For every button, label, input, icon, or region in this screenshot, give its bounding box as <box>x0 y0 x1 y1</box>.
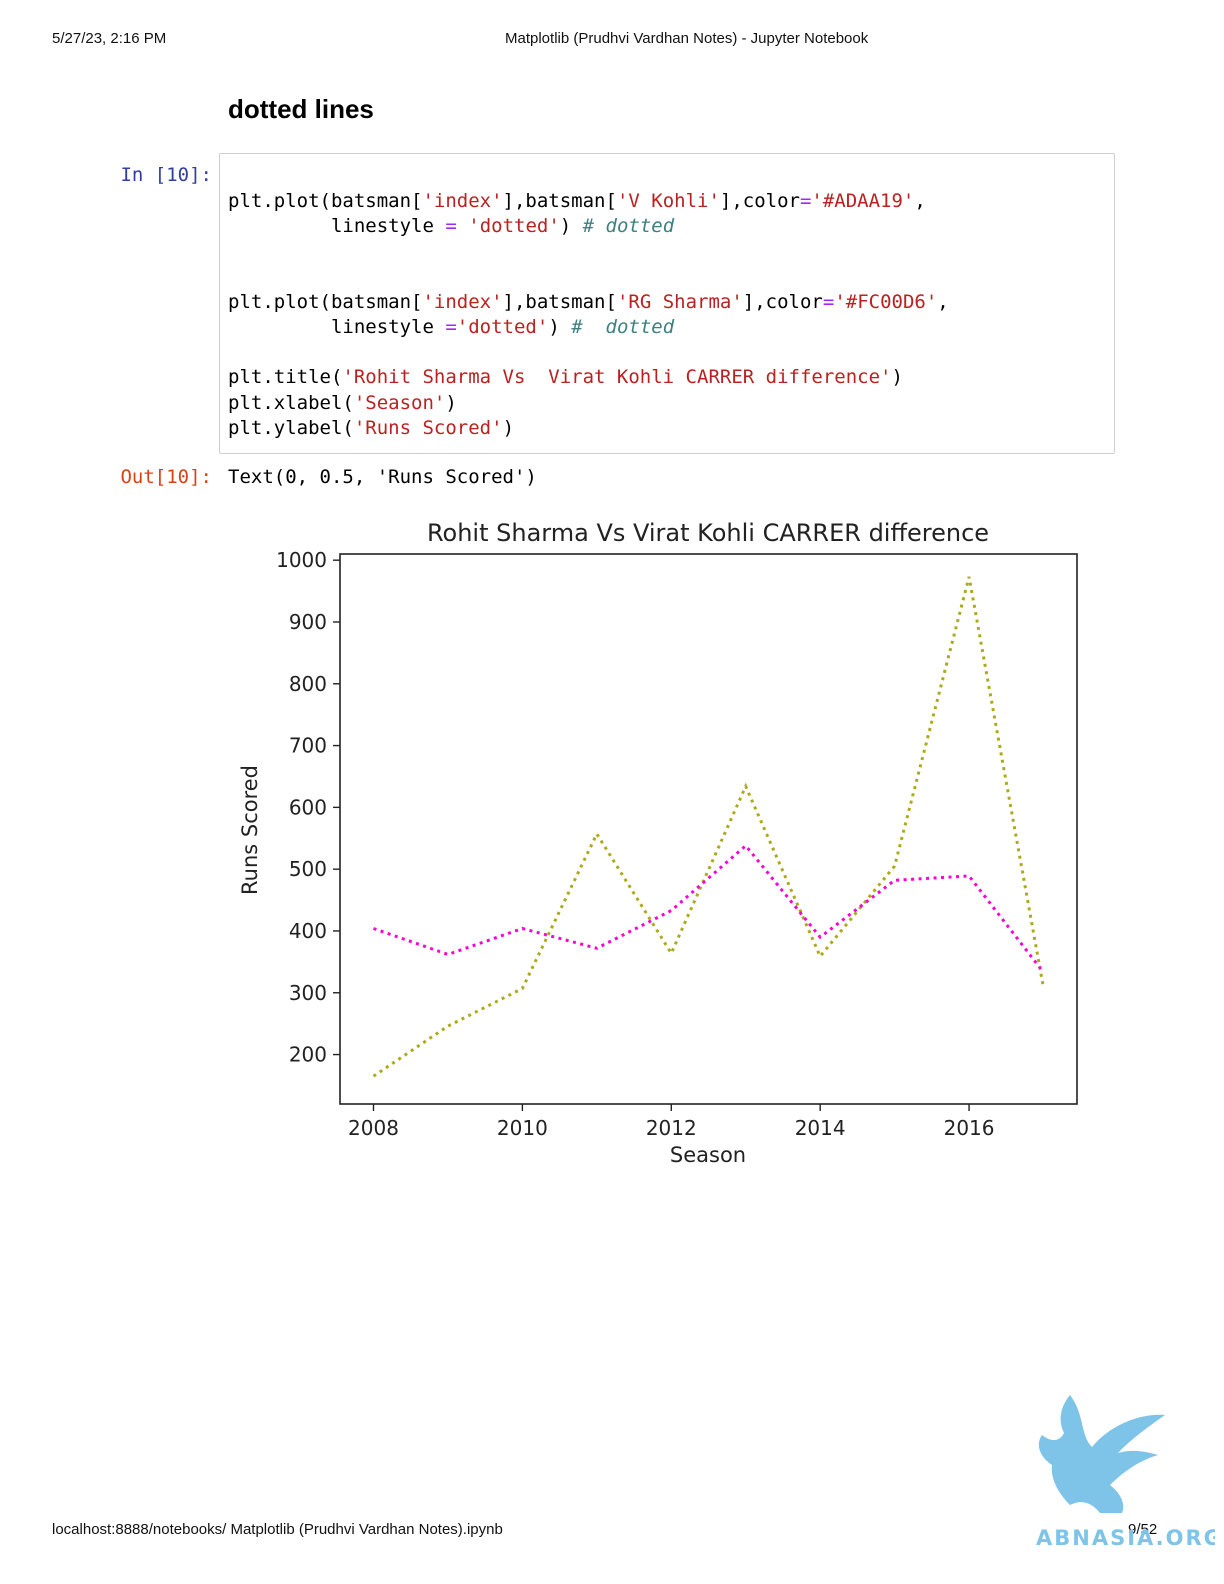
code-token: ) <box>891 366 903 389</box>
code-token: 'dotted' <box>456 315 549 338</box>
print-date: 5/27/23, 2:16 PM <box>52 30 167 47</box>
code-token: = <box>445 315 457 338</box>
x-tick-label: 2010 <box>497 1116 548 1140</box>
code-token: # dotted <box>571 315 675 338</box>
y-tick-label: 800 <box>289 672 327 696</box>
output-prompt: Out[10]: <box>120 466 212 488</box>
code-token: 'Rohit Sharma Vs Virat Kohli CARRER diff… <box>342 366 892 389</box>
y-tick-label: 500 <box>289 857 327 881</box>
code-token: plt.plot(batsman[ <box>228 290 423 313</box>
code-line <box>228 265 1114 290</box>
code-token: ) <box>559 215 583 238</box>
code-token: ) <box>502 416 515 439</box>
code-line: plt.xlabel('Season') <box>228 391 1114 416</box>
code-token: plt.title( <box>228 366 343 389</box>
y-axis-ticks: 200 300 400 500 600 700 800 900 1000 <box>276 548 340 1067</box>
y-tick-label: 700 <box>289 734 327 758</box>
code-token: ],color <box>742 290 823 313</box>
code-token: # dotted <box>582 215 675 238</box>
code-token: '#ADAA19' <box>811 190 915 212</box>
code-token: 'index' <box>422 290 503 313</box>
watermark-text: ABNASIA.ORG <box>1036 1526 1215 1550</box>
series-layer <box>372 576 1045 1078</box>
input-prompt: In [10]: <box>120 164 212 186</box>
code-token: 'Season' <box>353 391 446 414</box>
code-line: plt.plot(batsman['index'],batsman['RG Sh… <box>228 290 1114 315</box>
x-axis-label: Season <box>670 1143 746 1167</box>
code-line: plt.plot(batsman['index'],batsman['V Koh… <box>228 189 1114 214</box>
griffin-logo-icon <box>1038 1395 1165 1513</box>
code-line: plt.ylabel('Runs Scored') <box>228 416 1114 441</box>
x-tick-label: 2016 <box>944 1116 995 1140</box>
code-token: 'index' <box>422 190 503 212</box>
y-tick-label: 600 <box>289 795 327 819</box>
x-axis-ticks: 2008 2010 2012 2014 2016 <box>348 1104 995 1140</box>
code-cell-input[interactable]: plt.plot(batsman['index'],batsman['V Koh… <box>219 153 1115 454</box>
series-line-1 <box>372 576 1045 1078</box>
code-token: , <box>914 190 926 212</box>
y-tick-label: 200 <box>289 1043 327 1067</box>
x-tick-label: 2008 <box>348 1116 399 1140</box>
code-token: linestyle <box>228 315 446 338</box>
y-tick-label: 1000 <box>276 548 327 572</box>
y-tick-label: 900 <box>289 610 327 634</box>
code-line <box>228 340 1114 365</box>
x-tick-label: 2012 <box>646 1116 697 1140</box>
code-token: ],color <box>719 190 800 212</box>
x-tick-label: 2014 <box>795 1116 846 1140</box>
code-line: linestyle ='dotted') # dotted <box>228 315 1114 340</box>
code-token: = <box>445 215 457 238</box>
code-token: plt.xlabel( <box>228 391 354 414</box>
output-text: Text(0, 0.5, 'Runs Scored') <box>228 466 537 488</box>
code-token: 'V Kohli' <box>616 190 720 212</box>
code-token: ],batsman[ <box>502 290 617 313</box>
code-token: ],batsman[ <box>502 190 617 212</box>
code-token: plt.plot(batsman[ <box>228 190 423 212</box>
code-line: plt.title('Rohit Sharma Vs Virat Kohli C… <box>228 365 1114 390</box>
y-tick-label: 400 <box>289 919 327 943</box>
code-token: '#FC00D6' <box>834 290 938 313</box>
code-token: 'Runs Scored' <box>353 416 503 439</box>
series-line-2 <box>373 843 1045 974</box>
code-token <box>457 215 468 237</box>
code-line: linestyle = 'dotted') # dotted <box>228 214 1114 239</box>
print-url: localhost:8888/notebooks/ Matplotlib (Pr… <box>52 1521 503 1538</box>
code-token: ) <box>445 391 457 414</box>
code-line <box>228 239 1114 264</box>
print-page-number: 9/52 <box>1128 1521 1158 1538</box>
code-token: linestyle <box>228 215 446 238</box>
code-token: 'dotted' <box>468 215 560 238</box>
code-token: = <box>799 190 812 212</box>
print-page-title: Matplotlib (Prudhvi Vardhan Notes) - Jup… <box>505 30 869 47</box>
chart-title: Rohit Sharma Vs Virat Kohli CARRER diffe… <box>427 519 989 547</box>
y-tick-label: 300 <box>289 981 327 1005</box>
code-token: 'RG Sharma' <box>616 290 743 313</box>
code-token: ) <box>548 315 572 338</box>
markdown-heading: dotted lines <box>228 94 374 124</box>
abnasia-logo: ABNASIA.ORG <box>1036 1395 1215 1550</box>
plot-area-frame <box>339 553 1078 1105</box>
line-chart: Rohit Sharma Vs Virat Kohli CARRER diffe… <box>238 519 1078 1167</box>
code-token: , <box>937 290 949 313</box>
code-token: plt.ylabel( <box>228 416 354 439</box>
code-token: = <box>822 290 835 313</box>
y-axis-label: Runs Scored <box>238 765 262 895</box>
